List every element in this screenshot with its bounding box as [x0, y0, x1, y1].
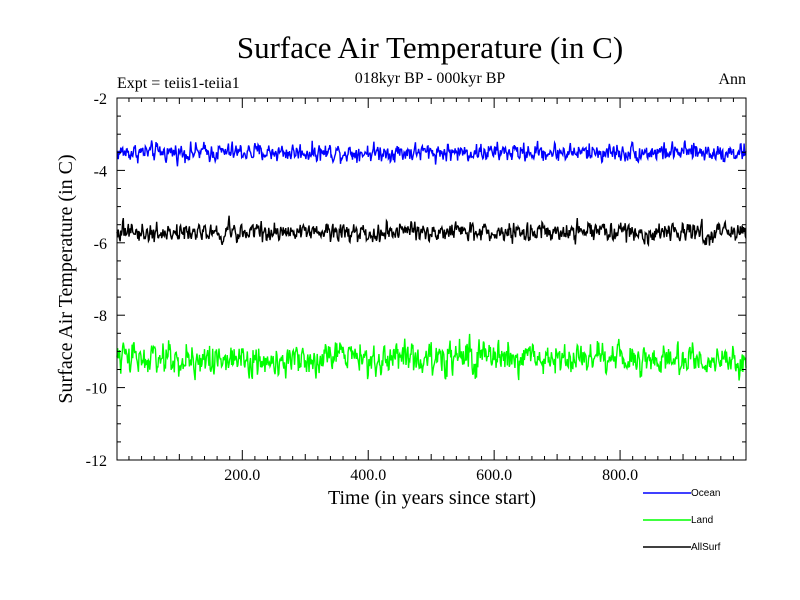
chart-title: Surface Air Temperature (in C)	[237, 30, 623, 65]
y-tick-label: -4	[94, 163, 107, 180]
x-tick-label: 600.0	[476, 467, 512, 484]
plot-area	[116, 140, 747, 381]
y-tick-label: -6	[94, 236, 107, 253]
x-tick-label: 800.0	[602, 467, 638, 484]
season-label: Ann	[718, 71, 746, 88]
series-line-ocean	[116, 140, 747, 167]
x-axis-label: Time (in years since start)	[328, 487, 536, 509]
chart-subtitle: 018kyr BP - 000kyr BP	[355, 70, 506, 87]
y-axis-label: Surface Air Temperature (in C)	[55, 154, 77, 403]
legend: Ocean Land AllSurf	[643, 488, 721, 553]
legend-label-allsurf: AllSurf	[691, 542, 721, 553]
y-tick-label: -12	[86, 453, 107, 470]
series-line-allsurf	[116, 215, 747, 248]
x-axis: 200.0 400.0 600.0 800.0	[128, 98, 734, 484]
legend-label-land: Land	[691, 515, 713, 526]
experiment-label: Expt = teiis1-teiia1	[117, 75, 240, 92]
y-tick-label: -10	[86, 381, 107, 398]
series-line-land	[116, 333, 747, 381]
y-axis: -2 -4 -6 -8 -10 -12	[86, 91, 746, 470]
legend-label-ocean: Ocean	[691, 488, 720, 499]
x-tick-label: 200.0	[224, 467, 260, 484]
y-tick-label: -8	[94, 308, 107, 325]
x-tick-label: 400.0	[350, 467, 386, 484]
y-tick-label: -2	[94, 91, 107, 108]
